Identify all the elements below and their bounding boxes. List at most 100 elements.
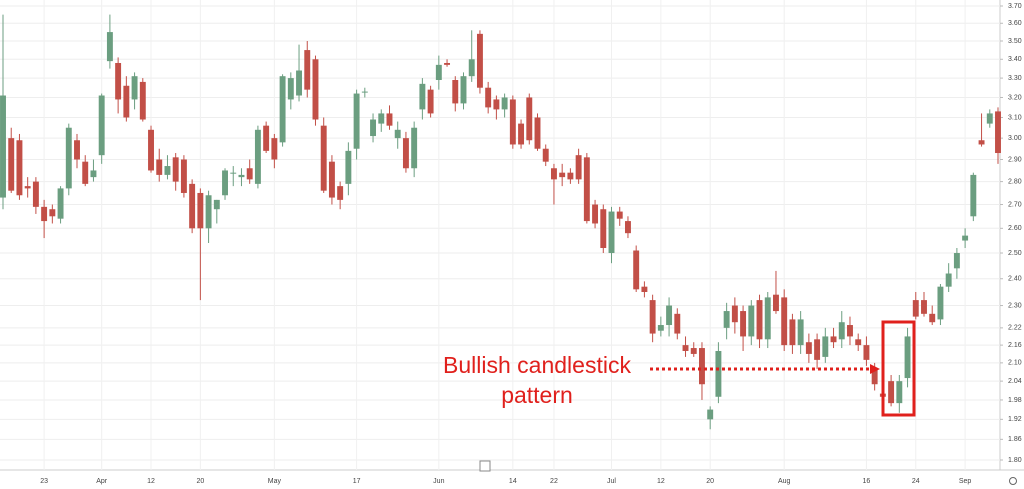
candle-body — [106, 32, 113, 62]
candle-body — [986, 113, 993, 124]
candle-body — [896, 381, 903, 404]
candle-body — [649, 300, 656, 334]
candle-body — [296, 70, 302, 96]
candles — [0, 14, 1001, 430]
candle-body — [633, 250, 640, 290]
candle-body — [435, 64, 442, 80]
candle-body — [501, 97, 508, 110]
candle-body — [131, 76, 138, 100]
y-tick-label: 2.50 — [1008, 250, 1022, 257]
candle-body — [353, 93, 360, 149]
y-tick-label: 3.10 — [1008, 114, 1022, 121]
candle-body — [476, 33, 483, 88]
candle-body — [764, 297, 771, 340]
settings-icon[interactable] — [1009, 477, 1017, 485]
candle-body — [263, 125, 270, 151]
candle-body — [402, 138, 409, 169]
candle-body — [411, 127, 418, 169]
candle-body — [90, 170, 97, 178]
x-tick-label: 16 — [863, 478, 871, 485]
candle-body — [518, 123, 525, 145]
candle-body — [254, 129, 261, 184]
candle-body — [756, 300, 763, 340]
x-tick-label: 23 — [40, 478, 48, 485]
annotation-line: pattern — [501, 382, 573, 408]
candle-body — [789, 319, 796, 346]
candle-body — [452, 79, 459, 104]
candle-body — [773, 294, 779, 312]
candle-body — [559, 172, 566, 178]
candle-body — [797, 319, 804, 346]
y-tick-label: 1.86 — [1008, 436, 1022, 443]
candle-body — [485, 87, 492, 108]
y-tick-label: 2.10 — [1008, 360, 1022, 367]
candle-body — [624, 221, 631, 234]
x-tick-label: 24 — [912, 478, 920, 485]
y-tick-label: 2.70 — [1008, 201, 1022, 208]
candle-body — [830, 336, 837, 343]
x-tick-label: 20 — [706, 478, 714, 485]
y-tick-label: 2.40 — [1008, 276, 1022, 283]
candle-body — [279, 76, 286, 143]
candle-body — [493, 99, 500, 110]
candle-body — [345, 150, 352, 184]
candle-body — [304, 50, 311, 90]
candle-body — [509, 99, 516, 145]
x-tick-label: Jul — [607, 478, 616, 485]
candle-body — [781, 297, 788, 346]
candle-body — [641, 286, 648, 293]
candle-body — [238, 174, 245, 178]
y-tick-label: 3.00 — [1008, 135, 1022, 142]
candle-body — [995, 111, 1001, 154]
candle-body — [123, 85, 130, 118]
x-tick-label: Apr — [96, 478, 108, 485]
y-tick-label: 2.30 — [1008, 302, 1022, 309]
candle-body — [583, 157, 590, 222]
candle-body — [715, 350, 722, 397]
candle-body — [361, 91, 368, 93]
candle-body — [312, 59, 319, 120]
candle-body — [542, 148, 549, 162]
y-tick-label: 3.40 — [1008, 56, 1022, 63]
x-tick-label: 22 — [550, 478, 558, 485]
y-tick-label: 3.60 — [1008, 20, 1022, 27]
highlight-box — [881, 320, 916, 417]
y-tick-label: 3.50 — [1008, 38, 1022, 45]
y-tick-label: 3.30 — [1008, 75, 1022, 82]
x-tick-label: May — [268, 478, 282, 485]
candle-body — [978, 140, 985, 145]
candle-body — [921, 300, 927, 314]
candle-body — [419, 83, 426, 110]
candle-body — [592, 204, 599, 224]
candle-body — [65, 127, 72, 189]
x-tick-label: Jun — [433, 478, 444, 485]
candle-body — [929, 313, 936, 323]
candle-body — [699, 348, 705, 385]
candle-body — [822, 336, 829, 357]
candle-body — [337, 186, 344, 200]
x-tick-label: 12 — [147, 478, 155, 485]
candle-body — [156, 159, 163, 175]
candle-body — [468, 59, 475, 77]
candle-body — [57, 188, 64, 219]
candle-body — [386, 113, 393, 126]
candle-body — [370, 119, 377, 137]
candle-body — [740, 311, 747, 337]
x-tick-label: Aug — [778, 478, 791, 485]
candle-body — [246, 168, 253, 180]
y-tick-label: 1.98 — [1008, 397, 1022, 404]
y-tick-label: 2.22 — [1008, 325, 1022, 332]
y-tick-label: 3.20 — [1008, 94, 1022, 101]
candle-body — [320, 125, 327, 191]
candle-body — [945, 273, 952, 287]
candle-body — [888, 381, 895, 404]
candle-body — [41, 206, 48, 222]
y-tick-label: 2.04 — [1008, 378, 1022, 385]
candle-body — [271, 138, 278, 160]
candle-body — [427, 89, 434, 114]
scroll-button[interactable] — [479, 460, 491, 472]
candle-body — [748, 305, 755, 337]
candle-body — [32, 181, 39, 207]
